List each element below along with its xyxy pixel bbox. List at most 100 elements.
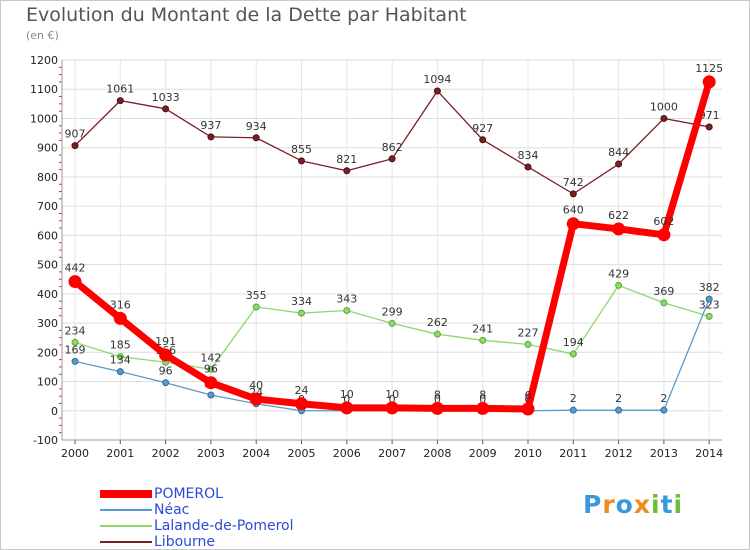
data-label-lalande-de-pomerol: 299 [382, 305, 403, 318]
data-point-pomerol [476, 401, 490, 415]
data-point-lalande-de-pomerol [71, 338, 79, 346]
legend-swatch [100, 525, 152, 527]
proxiti-logo: Proxiti [583, 490, 683, 519]
data-point-libourne [162, 105, 170, 113]
legend-item: Libourne [100, 534, 294, 550]
x-tick-label: 2002 [152, 447, 180, 460]
y-tick-label: 0 [51, 405, 58, 418]
legend-label: Néac [154, 502, 190, 518]
data-point-lalande-de-pomerol [388, 319, 396, 327]
legend-swatch [100, 541, 152, 543]
data-point-libourne [116, 97, 124, 105]
data-label-lalande-de-pomerol: 355 [246, 289, 267, 302]
data-point-lalande-de-pomerol [615, 281, 623, 289]
x-tick-label: 2007 [378, 447, 406, 460]
data-label-libourne: 934 [246, 120, 267, 133]
data-point-libourne [433, 87, 441, 95]
data-label-lalande-de-pomerol: 194 [563, 336, 584, 349]
data-point-n-ac [705, 295, 713, 303]
data-label-libourne: 927 [472, 122, 493, 135]
x-tick-label: 2010 [514, 447, 542, 460]
data-label-libourne: 907 [65, 128, 86, 141]
x-tick-label: 2001 [106, 447, 134, 460]
data-label-lalande-de-pomerol: 334 [291, 295, 312, 308]
x-tick-label: 2011 [559, 447, 587, 460]
data-point-libourne [615, 160, 623, 168]
data-label-pomerol: 602 [653, 215, 674, 228]
data-label-pomerol: 10 [340, 388, 354, 401]
data-label-pomerol: 96 [204, 363, 218, 376]
legend-label: Lalande-de-Pomerol [154, 518, 294, 534]
data-point-lalande-de-pomerol [116, 353, 124, 361]
data-point-libourne [298, 157, 305, 165]
data-point-libourne [343, 167, 351, 175]
legend-item: POMEROL [100, 486, 294, 502]
y-tick-label: 900 [37, 142, 58, 155]
data-point-libourne [524, 163, 532, 171]
y-tick-label: 400 [37, 288, 58, 301]
data-point-libourne [705, 123, 713, 131]
data-label-lalande-de-pomerol: 185 [110, 339, 131, 352]
y-tick-label: -100 [33, 434, 58, 447]
data-label-lalande-de-pomerol: 234 [65, 324, 86, 337]
x-tick-label: 2006 [333, 447, 361, 460]
data-label-libourne: 971 [699, 109, 720, 122]
legend-item: Néac [100, 502, 294, 518]
data-point-pomerol [566, 217, 580, 231]
data-point-pomerol [68, 275, 82, 289]
data-label-lalande-de-pomerol: 227 [518, 326, 539, 339]
data-label-libourne: 1000 [650, 100, 678, 113]
y-tick-label: 500 [37, 259, 58, 272]
x-tick-label: 2012 [605, 447, 633, 460]
data-point-libourne [388, 155, 396, 163]
y-tick-label: 200 [37, 346, 58, 359]
data-label-libourne: 742 [563, 176, 584, 189]
data-label-n-ac: 0 [434, 393, 441, 406]
data-point-pomerol [249, 392, 263, 406]
data-point-lalande-de-pomerol [298, 309, 305, 317]
data-point-lalande-de-pomerol [433, 330, 441, 338]
data-label-n-ac: 2 [570, 392, 577, 405]
x-tick-label: 2009 [469, 447, 497, 460]
data-point-n-ac [569, 406, 577, 414]
legend-swatch [100, 490, 152, 498]
data-point-pomerol [385, 401, 399, 415]
legend-swatch [100, 509, 152, 511]
data-label-n-ac: 0 [343, 393, 350, 406]
data-point-lalande-de-pomerol [252, 303, 260, 311]
data-label-n-ac: 2 [660, 392, 667, 405]
x-tick-label: 2003 [197, 447, 225, 460]
data-point-libourne [569, 190, 577, 198]
unit-label: (en €) [26, 29, 59, 42]
data-point-lalande-de-pomerol [569, 350, 577, 358]
data-point-pomerol [657, 228, 671, 242]
data-label-pomerol: 24 [295, 384, 309, 397]
y-tick-label: 700 [37, 200, 58, 213]
data-point-lalande-de-pomerol [207, 365, 215, 373]
data-point-pomerol [295, 397, 308, 411]
y-tick-label: 1200 [30, 54, 58, 67]
data-label-pomerol: 10 [385, 388, 399, 401]
data-point-pomerol [159, 348, 173, 362]
data-label-lalande-de-pomerol: 142 [200, 351, 221, 364]
data-label-pomerol: 6 [525, 389, 532, 402]
x-tick-label: 2008 [423, 447, 451, 460]
data-label-pomerol: 191 [155, 335, 176, 348]
data-label-n-ac: 96 [159, 365, 173, 378]
data-label-libourne: 1061 [106, 83, 134, 96]
data-label-n-ac: 0 [389, 393, 396, 406]
data-point-pomerol [113, 311, 127, 325]
data-label-lalande-de-pomerol: 343 [336, 293, 357, 306]
data-label-libourne: 1094 [423, 73, 451, 86]
logo-letter: P [583, 490, 603, 519]
data-label-lalande-de-pomerol: 369 [653, 285, 674, 298]
x-tick-label: 2013 [650, 447, 678, 460]
data-label-pomerol: 40 [249, 379, 263, 392]
data-label-n-ac: 134 [110, 354, 131, 367]
data-point-lalande-de-pomerol [479, 336, 487, 344]
data-label-pomerol: 316 [110, 298, 131, 311]
x-tick-label: 2005 [288, 447, 316, 460]
data-label-n-ac: 2 [615, 392, 622, 405]
data-label-n-ac: 382 [699, 281, 720, 294]
data-point-libourne [252, 134, 260, 142]
